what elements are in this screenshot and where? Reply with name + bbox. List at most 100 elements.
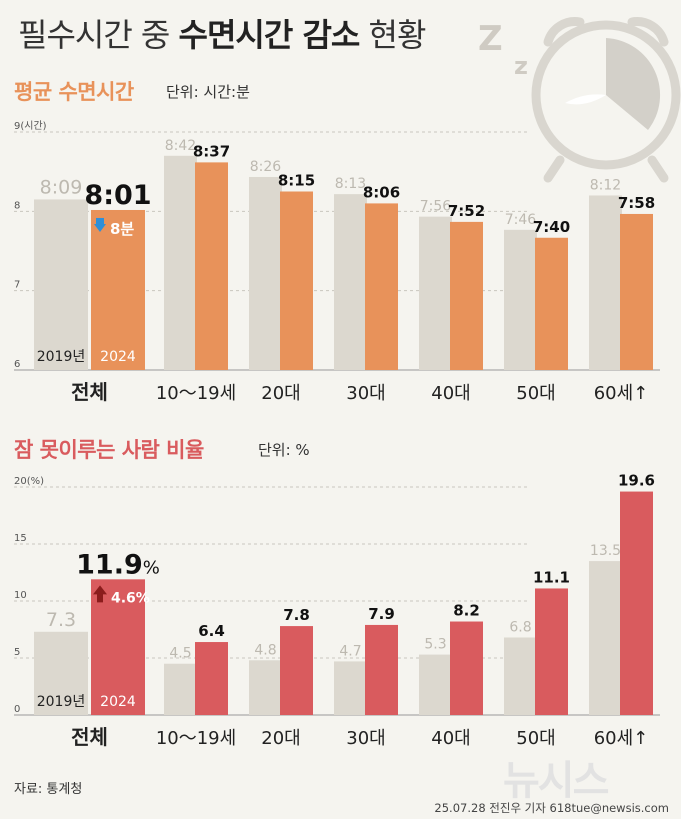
category-label: 전체 xyxy=(71,725,108,749)
change-label: 8분 xyxy=(110,220,134,238)
data-label-2024: 11.1 xyxy=(533,568,570,586)
credit-text: 25.07.28 전진우 기자 618tue@newsis.com xyxy=(434,801,669,815)
legend-2019: 2019년 xyxy=(37,694,86,710)
bar-2024 xyxy=(91,209,145,370)
insomnia-unit: 단위: % xyxy=(258,441,310,459)
data-label-2019: 7.3 xyxy=(46,609,76,631)
category-label: 40대 xyxy=(431,728,470,749)
bar-2019 xyxy=(334,194,367,370)
bar-2024 xyxy=(280,626,313,715)
y-tick-label: 5 xyxy=(14,647,20,658)
bar-2019 xyxy=(249,660,282,715)
newsis-logo: 뉴시스 xyxy=(503,758,609,804)
bar-2024 xyxy=(195,162,228,370)
bar-2019 xyxy=(334,661,367,715)
bar-2024 xyxy=(450,221,483,370)
data-label-2019: 8:13 xyxy=(335,176,366,192)
category-label: 10～19세 xyxy=(156,728,236,749)
data-label-2019: 5.3 xyxy=(424,637,446,653)
y-tick-label: 10 xyxy=(14,590,27,601)
data-label-2019: 8:42 xyxy=(165,138,196,154)
bar-2019 xyxy=(589,195,622,370)
bar-2019 xyxy=(504,637,537,715)
sleep-chart-title: 평균 수면시간 xyxy=(14,76,134,106)
data-label-2024: 7:40 xyxy=(533,218,570,236)
bar-2024 xyxy=(535,237,568,370)
sleep-unit: 단위: 시간:분 xyxy=(166,83,250,101)
legend-2024: 2024 xyxy=(100,694,136,710)
sleep-heading: 평균 수면시간 xyxy=(14,80,134,104)
bar-2024 xyxy=(365,624,398,715)
data-label-2019: 4.5 xyxy=(169,646,191,662)
data-label-2019: 4.8 xyxy=(254,642,276,658)
data-label-2019: 13.5 xyxy=(590,543,621,559)
category-label: 10～19세 xyxy=(156,383,236,404)
y-tick-label: 9(시간) xyxy=(14,120,47,132)
bar-2019 xyxy=(34,199,88,370)
category-label: 60세↑ xyxy=(594,728,649,749)
y-tick-label: 15 xyxy=(14,533,27,544)
data-label-2019: 8:09 xyxy=(40,176,83,198)
svg-text:z: z xyxy=(514,52,528,80)
bar-2024 xyxy=(195,642,228,715)
bar-2019 xyxy=(419,654,452,715)
bar-2024 xyxy=(535,588,568,715)
data-label-2024: 8:15 xyxy=(278,172,315,190)
bar-2024 xyxy=(450,621,483,715)
svg-text:Z: Z xyxy=(478,19,503,59)
insomnia-chart-title: 잠 못이루는 사람 비율 xyxy=(14,434,204,464)
y-tick-label: 0 xyxy=(14,704,20,715)
category-label: 50대 xyxy=(516,383,555,404)
category-label: 60세↑ xyxy=(594,383,649,404)
data-label-2019: 8:26 xyxy=(250,159,282,175)
page-title: 필수시간 중 수면시간 감소 현황 xyxy=(18,16,426,54)
data-label-2024: 8:01 xyxy=(84,180,151,211)
up-arrow-icon xyxy=(93,585,107,603)
bar-2019 xyxy=(504,229,537,370)
y-tick-label: 20(%) xyxy=(14,476,44,487)
data-label-2024: 8:37 xyxy=(193,142,230,160)
data-label-2019: 6.8 xyxy=(509,619,531,635)
data-label-2024: 11.9% xyxy=(76,549,160,580)
zzz-icon: Z z xyxy=(478,19,528,80)
category-label: 40대 xyxy=(431,383,470,404)
bar-2019 xyxy=(249,176,282,370)
data-label-2024: 7.8 xyxy=(283,606,310,624)
category-label: 30대 xyxy=(346,728,385,749)
data-label-2024: 7:58 xyxy=(618,194,655,212)
y-tick-label: 6 xyxy=(14,359,20,370)
bar-2024 xyxy=(620,213,653,370)
clock-icon xyxy=(531,17,681,183)
down-arrow-stem xyxy=(96,217,104,226)
legend-2024: 2024 xyxy=(100,349,136,365)
y-tick-label: 7 xyxy=(14,280,20,291)
bar-2019 xyxy=(589,561,622,715)
data-label-2024: 19.6 xyxy=(618,472,655,490)
bar-2024 xyxy=(280,191,313,370)
category-label: 20대 xyxy=(261,728,300,749)
category-label: 50대 xyxy=(516,728,555,749)
change-label: 4.6% xyxy=(111,590,150,606)
clock-sector xyxy=(606,38,661,130)
category-label: 30대 xyxy=(346,383,385,404)
y-tick-label: 8 xyxy=(14,200,20,211)
data-label-2024: 7.9 xyxy=(368,605,395,623)
data-label-2024: 8.2 xyxy=(453,602,480,620)
data-label-2019: 8:12 xyxy=(590,177,621,193)
data-label-2024: 8:06 xyxy=(363,183,400,201)
bar-2019 xyxy=(419,216,452,370)
legend-2019: 2019년 xyxy=(37,349,86,365)
bar-2019 xyxy=(164,155,197,370)
insomnia-heading: 잠 못이루는 사람 비율 xyxy=(14,438,204,462)
bar-2024 xyxy=(365,203,398,370)
data-label-2024: 6.4 xyxy=(198,622,225,640)
category-label: 전체 xyxy=(71,380,108,404)
clock-hand xyxy=(565,94,606,105)
bar-2024 xyxy=(620,491,653,715)
category-label: 20대 xyxy=(261,383,300,404)
bar-2019 xyxy=(164,663,197,715)
source-text: 자료: 통계청 xyxy=(14,782,83,797)
